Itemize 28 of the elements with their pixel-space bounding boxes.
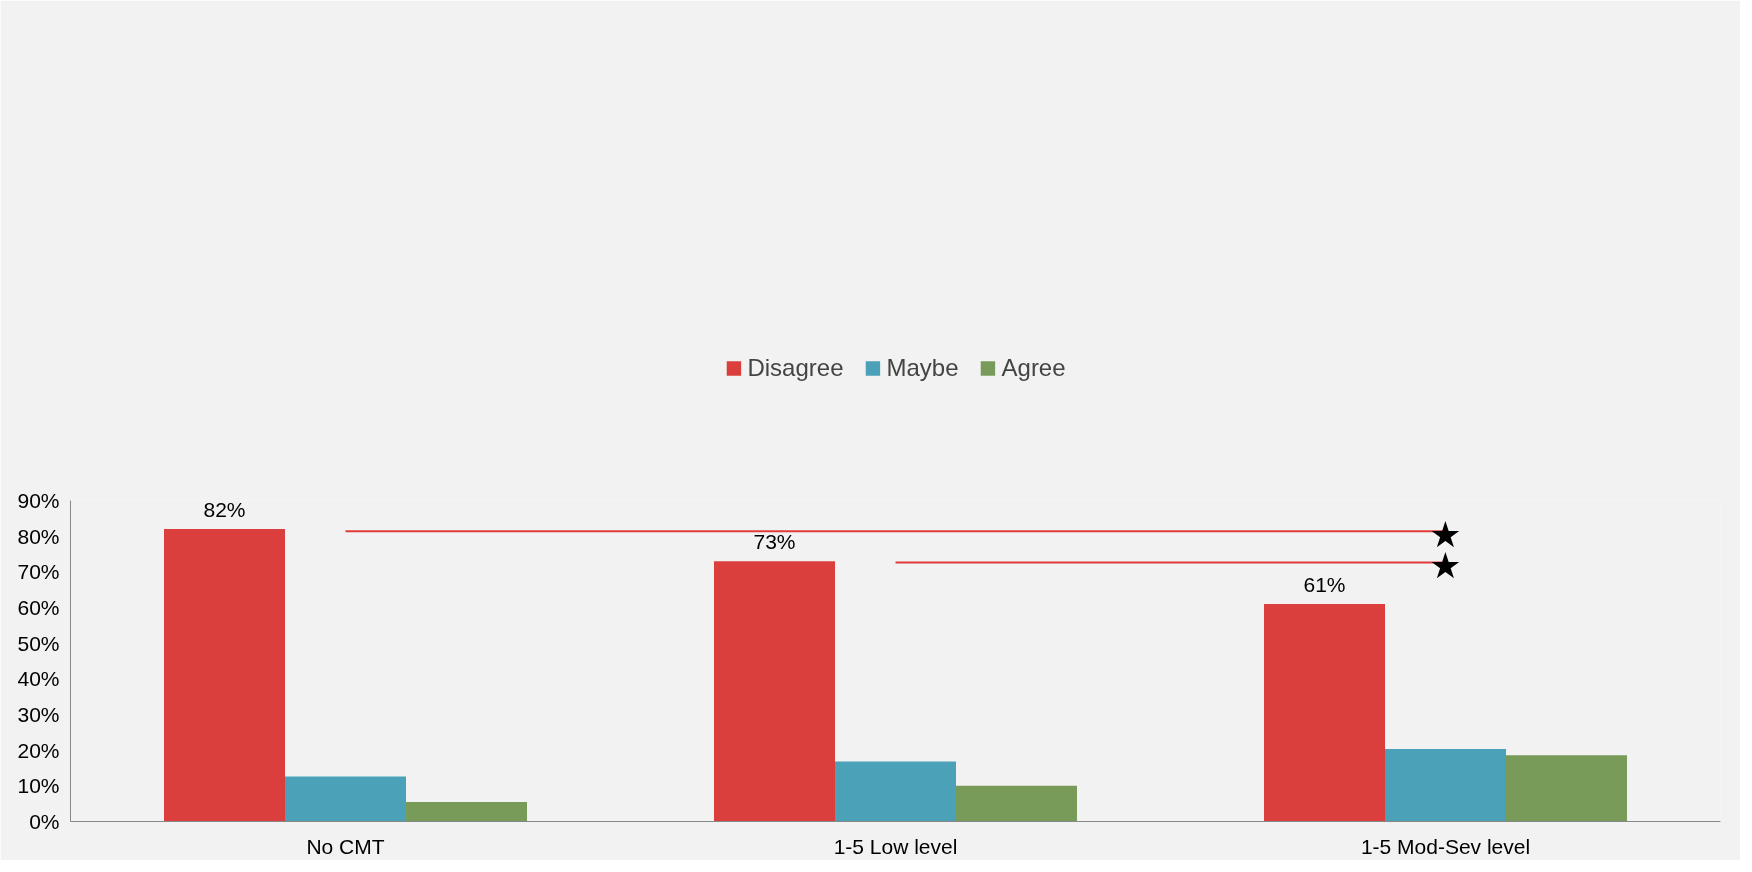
y-tick-label: 10% [17,774,60,798]
data-label: 73% [753,530,796,554]
y-tick-label: 50% [17,631,60,655]
bar [1506,755,1627,822]
bar [406,801,527,822]
bar [1264,603,1385,822]
bar [285,776,406,822]
y-tick-label: 0% [29,810,60,833]
bar [835,761,956,822]
y-tick-label: 30% [17,703,60,726]
y-tick-label: 20% [17,738,60,762]
data-label: 82% [203,498,246,522]
bar [164,529,285,822]
bar [1385,749,1506,822]
y-tick-label: 60% [17,596,60,619]
data-label: 61% [1303,572,1346,596]
x-tick-label: No CMT [306,834,385,858]
bar [956,785,1077,822]
y-tick-label: 80% [17,524,60,548]
y-tick-label: 40% [17,667,60,691]
x-tick-label: 1-5 Low level [833,834,958,858]
y-tick-label: 70% [17,560,60,584]
legend-label: Disagree [747,354,844,382]
x-tick-label: 1-5 Mod-Sev level [1360,834,1531,858]
bar [714,561,835,822]
legend-label: Maybe [886,354,959,382]
y-tick-label: 90% [17,489,60,512]
legend-label: Agree [1001,354,1066,382]
